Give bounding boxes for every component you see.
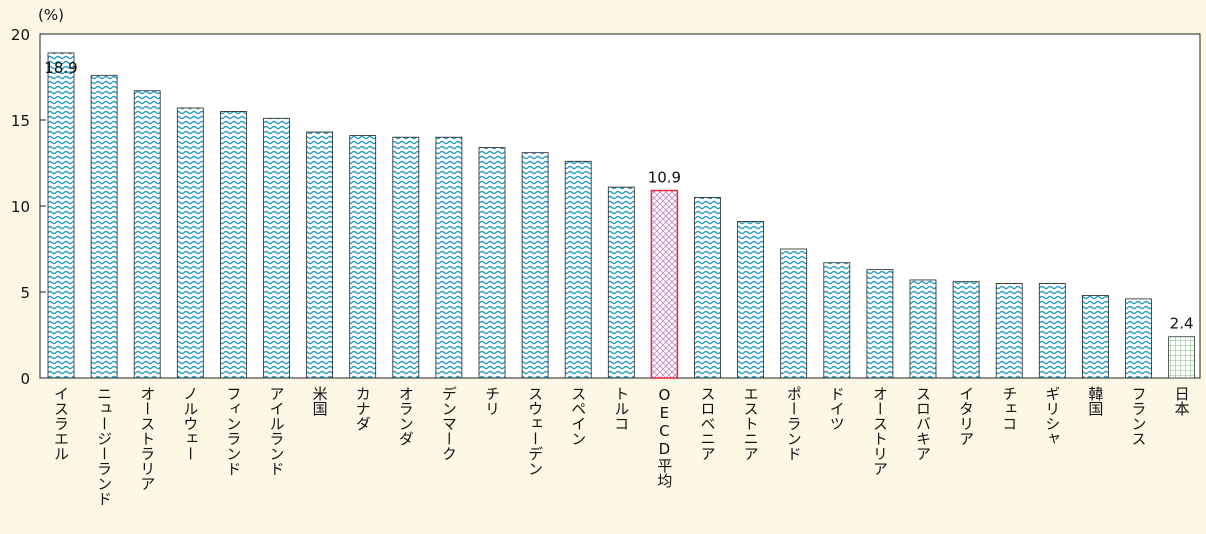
bar bbox=[823, 262, 851, 379]
bar bbox=[564, 160, 592, 379]
y-tick-label: 20 bbox=[11, 26, 30, 44]
bar bbox=[176, 107, 204, 379]
x-tick-label: デンマーク bbox=[440, 386, 458, 461]
x-tick-label: カナダ bbox=[354, 386, 372, 431]
bar bbox=[909, 279, 937, 379]
x-tick-label: OECD平均 bbox=[655, 386, 673, 489]
y-unit: (%) bbox=[38, 6, 64, 24]
bar bbox=[737, 221, 764, 379]
bar bbox=[133, 90, 161, 379]
bar bbox=[306, 131, 334, 379]
bar bbox=[435, 136, 463, 379]
bar bbox=[219, 111, 247, 379]
bar bbox=[1082, 295, 1109, 379]
x-tick-label: トルコ bbox=[612, 386, 630, 431]
x-tick-label: フィンランド bbox=[224, 386, 242, 476]
bar bbox=[521, 152, 549, 379]
x-tick-label: チェコ bbox=[1000, 386, 1018, 431]
x-tick-label: ポーランド bbox=[785, 386, 803, 461]
x-tick-label: オーストラリア bbox=[138, 386, 156, 491]
value-label: 18.9 bbox=[44, 59, 77, 77]
bar bbox=[694, 196, 721, 379]
x-tick-label: オランダ bbox=[397, 386, 415, 446]
bar bbox=[952, 281, 980, 379]
x-tick-label: 日本 bbox=[1173, 386, 1191, 416]
bar bbox=[1038, 282, 1066, 379]
bar bbox=[478, 147, 506, 379]
bar bbox=[866, 269, 894, 379]
x-tick-label: スウェーデン bbox=[526, 386, 544, 476]
x-tick-label: イスラエル bbox=[52, 386, 70, 461]
bar bbox=[392, 136, 420, 379]
bar bbox=[90, 74, 118, 379]
x-tick-label: イタリア bbox=[957, 386, 975, 446]
x-tick-label: チリ bbox=[483, 386, 501, 416]
x-tick-label: エストニア bbox=[742, 386, 760, 461]
x-tick-label: ニュージーランド bbox=[95, 386, 113, 506]
y-tick-label: 0 bbox=[20, 370, 30, 388]
x-tick-label: スペイン bbox=[569, 386, 587, 446]
bar bbox=[349, 135, 377, 379]
bar bbox=[1168, 336, 1195, 379]
bar bbox=[995, 282, 1023, 379]
x-tick-label: スロベニア bbox=[699, 386, 717, 461]
x-tick-label: 韓国 bbox=[1086, 386, 1104, 416]
value-label: 10.9 bbox=[648, 169, 681, 187]
bar bbox=[650, 189, 679, 379]
bar bbox=[607, 186, 635, 379]
x-tick-label: スロバキア bbox=[914, 386, 932, 461]
y-tick-label: 10 bbox=[11, 198, 30, 216]
bar bbox=[780, 248, 808, 379]
y-tick-label: 15 bbox=[11, 112, 30, 130]
x-tick-label: 米国 bbox=[311, 386, 329, 416]
value-label: 2.4 bbox=[1170, 315, 1194, 333]
bar bbox=[47, 52, 75, 379]
bar bbox=[263, 117, 290, 379]
x-tick-label: ギリシャ bbox=[1043, 386, 1061, 446]
x-tick-label: ドイツ bbox=[828, 386, 846, 431]
x-tick-label: ノルウェー bbox=[181, 386, 199, 461]
x-tick-label: オーストリア bbox=[871, 386, 889, 476]
x-tick-label: フランス bbox=[1130, 386, 1148, 446]
x-tick-label: アイルランド bbox=[268, 386, 286, 476]
y-tick-label: 5 bbox=[20, 284, 30, 302]
bar bbox=[1125, 298, 1152, 379]
